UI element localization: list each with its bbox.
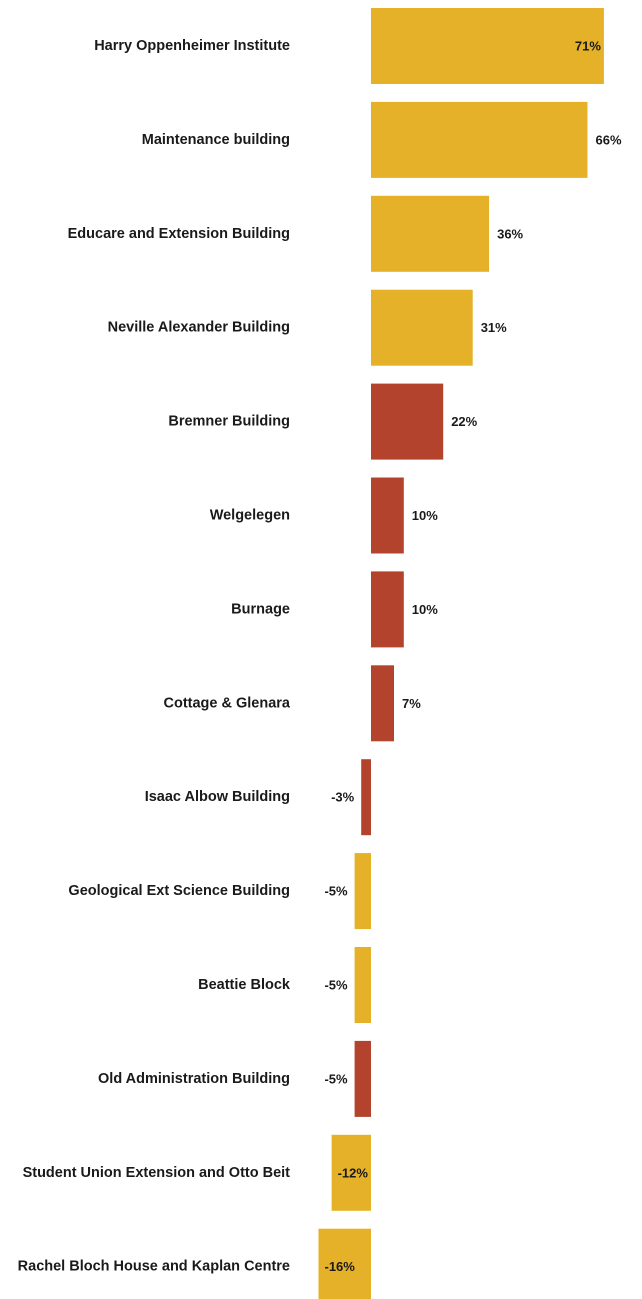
bar-beattie-block <box>354 947 371 1023</box>
category-label: Welgelegen <box>210 508 290 524</box>
labels-layer: Harry Oppenheimer Institute 71% Maintenanc… <box>18 38 622 1275</box>
value-label: 10% <box>412 602 438 617</box>
bar-burnage <box>371 571 404 648</box>
category-label: Maintenance building <box>142 132 290 148</box>
value-label: -12% <box>338 1165 369 1180</box>
category-label: Beattie Block <box>198 977 291 993</box>
value-label: -16% <box>325 1259 356 1274</box>
category-label: Geological Ext Science Building <box>68 883 290 899</box>
value-label: 10% <box>412 508 438 523</box>
value-label: -5% <box>324 978 348 993</box>
category-label: Bremner Building <box>168 414 290 430</box>
category-label: Cottage & Glenara <box>164 695 291 711</box>
value-label: 36% <box>497 226 523 241</box>
value-label: -5% <box>324 884 348 899</box>
value-label: 71% <box>575 39 601 54</box>
value-label: -5% <box>324 1071 348 1086</box>
bar-educare-and-extension-building <box>371 195 490 272</box>
bar-bremner-building <box>371 383 444 460</box>
bar-neville-alexander-building <box>371 289 473 366</box>
bar-old-administration-building <box>354 1040 371 1117</box>
category-label: Isaac Albow Building <box>145 789 290 805</box>
bar-maintenance-building <box>371 101 588 178</box>
bars-layer <box>318 8 604 1299</box>
bar-welgelegen <box>371 477 404 554</box>
value-label: 7% <box>402 696 421 711</box>
category-label: Educare and Extension Building <box>68 226 290 242</box>
value-label: 66% <box>596 132 622 147</box>
bar-student-union-extension-and-otto-beit <box>331 1134 371 1211</box>
value-label: -3% <box>331 790 355 805</box>
category-label: Harry Oppenheimer Institute <box>94 38 290 54</box>
category-label: Old Administration Building <box>98 1071 290 1087</box>
bar-rachel-bloch-house-and-kaplan-centre <box>318 1228 371 1299</box>
bar-isaac-albow-building <box>361 759 371 836</box>
value-label: 22% <box>451 414 477 429</box>
category-label: Burnage <box>231 601 290 617</box>
category-label: Rachel Bloch House and Kaplan Centre <box>18 1259 290 1275</box>
bar-harry-oppenheimer-institute <box>371 8 604 84</box>
bar-geological-ext-science-building <box>354 853 371 930</box>
category-label: Student Union Extension and Otto Beit <box>23 1165 291 1181</box>
bar-cottage-and-glenara <box>371 665 394 742</box>
value-label: 31% <box>481 320 507 335</box>
category-label: Neville Alexander Building <box>108 320 290 336</box>
